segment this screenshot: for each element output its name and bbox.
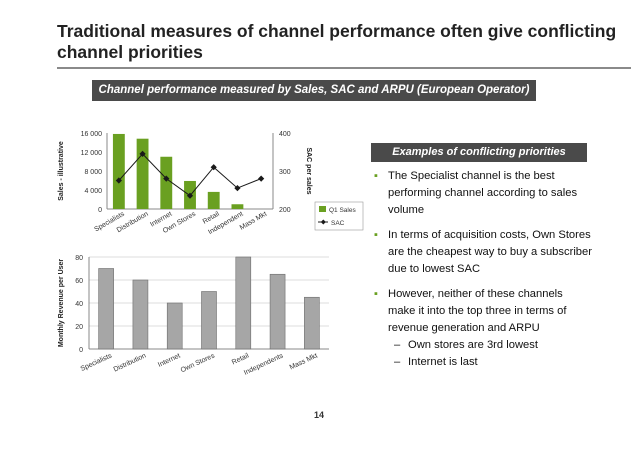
bullet-revenue: However, neither of these channels make … — [374, 286, 592, 337]
y-tick-label: 4 000 — [84, 188, 102, 195]
y-tick-label: 0 — [79, 347, 83, 354]
sales-bar — [160, 156, 173, 209]
x-tick-label: Independents — [243, 352, 285, 376]
sac-point — [258, 175, 265, 182]
y2-tick-label: 400 — [279, 131, 291, 138]
y-axis-title: Sales - illustrative — [58, 141, 65, 201]
y-tick-label: 20 — [75, 324, 83, 331]
y-axis-title: Monthly Revenue per User — [58, 259, 65, 348]
x-tick-label: Distribution — [113, 352, 148, 373]
y-tick-label: 16 000 — [81, 131, 103, 138]
slide-title: Traditional measures of channel performa… — [57, 21, 617, 62]
y-tick-label: 60 — [75, 278, 83, 285]
y2-tick-label: 200 — [279, 207, 291, 214]
bullet-own-stores: In terms of acquisition costs, Own Store… — [374, 227, 592, 278]
sales-bar — [136, 138, 149, 209]
legend-label-sales: Q1 Sales — [329, 207, 356, 214]
arpu-bar — [166, 302, 183, 350]
chart-banner: Channel performance measured by Sales, S… — [92, 80, 536, 101]
examples-header: Examples of conflicting priorities — [371, 143, 587, 162]
y-tick-label: 80 — [75, 255, 83, 262]
x-tick-label: Mass Mkt — [289, 352, 319, 371]
arpu-chart: 0 20 40 60 80 Specialists Distribution Internet… — [58, 255, 329, 377]
x-tick-label: Own Stores — [180, 352, 217, 374]
title-divider — [57, 67, 631, 69]
x-tick-label: Mass Mkt — [239, 211, 268, 232]
y-tick-label: 12 000 — [81, 150, 103, 157]
arpu-bar — [304, 296, 320, 350]
sales-bar — [207, 191, 220, 209]
legend-label-sac: SAC — [331, 220, 345, 227]
y-tick-label: 0 — [98, 207, 102, 214]
sub-bullet-own-stores: Own stores are 3rd lowest — [374, 337, 592, 354]
arpu-bar — [269, 273, 286, 350]
x-tick-label: Retail — [231, 352, 251, 366]
sac-point — [186, 192, 194, 199]
arpu-bar — [98, 268, 114, 350]
sales-bar — [231, 204, 244, 209]
page-number: 14 — [313, 410, 324, 420]
x-tick-label: Specialists — [80, 352, 114, 373]
bullet-list: The Specialist channel is the best perfo… — [374, 168, 592, 371]
sub-bullet-internet: Internet is last — [374, 354, 592, 371]
x-tick-label: Internet — [157, 352, 182, 368]
y-tick-label: 8 000 — [84, 169, 102, 176]
arpu-bar — [201, 291, 217, 350]
y2-axis-title: SAC per sales — [305, 147, 312, 194]
arpu-bar — [235, 256, 252, 350]
arpu-bar — [132, 279, 149, 350]
y2-tick-label: 300 — [279, 169, 291, 176]
sac-point — [234, 184, 241, 192]
y-tick-label: 40 — [75, 301, 83, 308]
sales-bar — [112, 133, 125, 209]
bullet-specialist: The Specialist channel is the best perfo… — [374, 168, 592, 219]
legend-swatch-sales — [319, 206, 326, 212]
sac-point — [210, 164, 217, 171]
sac-point — [115, 177, 122, 184]
